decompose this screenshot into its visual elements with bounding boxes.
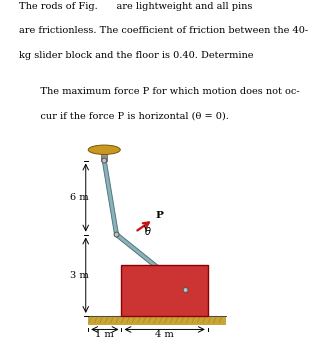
Polygon shape: [102, 160, 119, 235]
Text: The maximum force P for which motion does not oc-: The maximum force P for which motion doe…: [31, 87, 300, 96]
Text: $\theta$: $\theta$: [144, 225, 152, 237]
Bar: [88, 316, 226, 324]
Text: cur if the force P is horizontal (θ = 0).: cur if the force P is horizontal (θ = 0)…: [31, 112, 229, 121]
Circle shape: [114, 232, 119, 237]
Text: P: P: [155, 211, 163, 220]
Text: The rods of Fig.      are lightweight and all pins: The rods of Fig. are lightweight and all…: [19, 2, 252, 11]
Bar: [101, 155, 107, 161]
Text: 4 m: 4 m: [155, 331, 174, 339]
Polygon shape: [115, 233, 187, 292]
Text: 1 m: 1 m: [95, 331, 114, 339]
Circle shape: [102, 158, 107, 163]
Text: 3 m: 3 m: [70, 271, 89, 280]
Text: are frictionless. The coefficient of friction between the 40-: are frictionless. The coefficient of fri…: [19, 26, 308, 35]
Text: 6 m: 6 m: [70, 193, 89, 202]
Circle shape: [183, 287, 188, 293]
Polygon shape: [102, 156, 106, 161]
Bar: [121, 265, 208, 316]
Text: kg slider block and the floor is 0.40. Determine: kg slider block and the floor is 0.40. D…: [19, 51, 253, 60]
Ellipse shape: [88, 145, 120, 155]
